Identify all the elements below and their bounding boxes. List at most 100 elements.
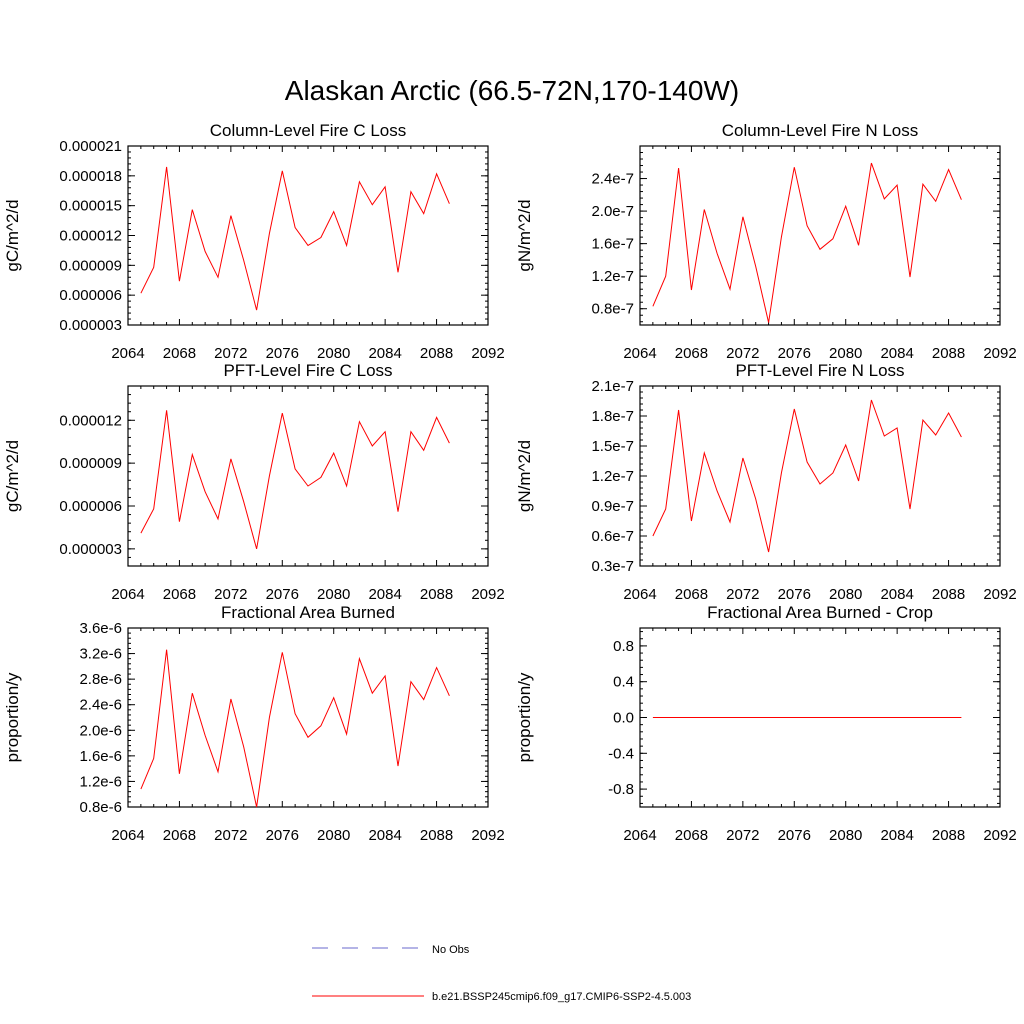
x-tick-label: 2064: [623, 345, 656, 362]
x-tick-label: 2084: [368, 827, 401, 844]
panel-title: Fractional Area Burned: [221, 603, 395, 622]
y-axis-label: proportion/y: [3, 672, 22, 762]
y-tick-label: 0.3e-7: [591, 558, 634, 575]
x-tick-label: 2076: [778, 586, 811, 603]
y-tick-label: 0.000012: [59, 412, 122, 429]
y-tick-label: 1.2e-7: [591, 268, 634, 285]
plot-frame: [127, 627, 489, 808]
series-line: [140, 649, 450, 808]
x-tick-label: 2068: [163, 345, 196, 362]
y-tick-label: 3.2e-6: [79, 646, 122, 663]
series-line: [652, 399, 962, 553]
x-tick-label: 2064: [111, 586, 144, 603]
x-tick-label: 2072: [726, 345, 759, 362]
y-tick-label: 2.8e-6: [79, 671, 122, 688]
y-tick-label: 0.000006: [59, 287, 122, 304]
panel-3: PFT-Level Fire C Loss 2064 2068 2072 2076 208…: [3, 361, 505, 603]
y-tick-label: 3.6e-6: [79, 620, 122, 637]
x-tick-label: 2076: [266, 345, 299, 362]
x-tick-label: 2072: [726, 586, 759, 603]
x-tick-label: 2084: [880, 827, 913, 844]
x-tick-label: 2080: [829, 586, 862, 603]
y-axis-label: gN/m^2/d: [515, 440, 534, 512]
x-tick-label: 2072: [214, 827, 247, 844]
y-tick-label: 1.2e-6: [79, 773, 122, 790]
x-tick-label: 2092: [983, 345, 1016, 362]
plot-frame: [639, 385, 1001, 567]
x-tick-label: 2072: [726, 827, 759, 844]
y-tick-label: 1.6e-7: [591, 236, 634, 253]
y-tick-label: 0.9e-7: [591, 498, 634, 515]
y-tick-label: 0.000021: [59, 138, 122, 155]
x-tick-label: 2064: [111, 827, 144, 844]
y-tick-label: 1.2e-7: [591, 468, 634, 485]
y-tick-label: 2.4e-7: [591, 171, 634, 188]
x-tick-label: 2068: [675, 827, 708, 844]
y-axis-label: proportion/y: [515, 672, 534, 762]
x-tick-label: 2072: [214, 586, 247, 603]
y-tick-label: -0.8: [608, 781, 634, 798]
panels: Column-Level Fire C Loss 2064 2068 2072 2076…: [3, 121, 1017, 844]
x-tick-label: 2080: [829, 827, 862, 844]
x-tick-label: 2088: [932, 827, 965, 844]
y-tick-label: 2.4e-6: [79, 697, 122, 714]
x-tick-label: 2064: [623, 586, 656, 603]
x-tick-label: 2088: [420, 586, 453, 603]
y-tick-label: 1.5e-7: [591, 438, 634, 455]
y-tick-label: 0.000009: [59, 257, 122, 274]
x-tick-label: 2092: [983, 586, 1016, 603]
x-tick-label: 2080: [317, 827, 350, 844]
y-tick-label: 0.000003: [59, 317, 122, 334]
y-tick-label: 0.000018: [59, 168, 122, 185]
y-tick-label: 1.6e-6: [79, 748, 122, 765]
panel-title: PFT-Level Fire N Loss: [735, 361, 904, 380]
series-line: [140, 410, 450, 550]
y-tick-label: 0.000006: [59, 498, 122, 515]
y-tick-label: -0.4: [608, 745, 634, 762]
x-tick-label: 2076: [266, 827, 299, 844]
x-tick-label: 2068: [675, 345, 708, 362]
panel-title: Column-Level Fire N Loss: [722, 121, 919, 140]
panel-title: PFT-Level Fire C Loss: [223, 361, 392, 380]
x-tick-label: 2092: [471, 827, 504, 844]
x-tick-label: 2088: [420, 827, 453, 844]
panel-5: Fractional Area Burned 2064 2068 2072 2076 20…: [3, 603, 505, 844]
y-tick-label: 0.8e-7: [591, 301, 634, 318]
legend-label-no-obs: No Obs: [432, 944, 470, 956]
x-tick-label: 2084: [880, 586, 913, 603]
x-tick-label: 2076: [266, 586, 299, 603]
x-tick-label: 2088: [420, 345, 453, 362]
x-tick-label: 2084: [368, 586, 401, 603]
x-tick-label: 2080: [317, 345, 350, 362]
figure-title: Alaskan Arctic (66.5-72N,170-140W): [285, 75, 739, 106]
x-tick-label: 2084: [368, 345, 401, 362]
x-tick-label: 2064: [111, 345, 144, 362]
panel-2: Column-Level Fire N Loss 2064 2068 2072 2076…: [515, 121, 1017, 362]
y-tick-label: 0.000009: [59, 455, 122, 472]
panel-title: Column-Level Fire C Loss: [210, 121, 407, 140]
y-axis-label: gN/m^2/d: [515, 199, 534, 271]
y-tick-label: 0.0: [613, 710, 634, 727]
x-tick-label: 2092: [471, 586, 504, 603]
x-tick-label: 2088: [932, 345, 965, 362]
y-tick-label: 0.4: [613, 674, 634, 691]
x-tick-label: 2072: [214, 345, 247, 362]
x-tick-label: 2084: [880, 345, 913, 362]
y-tick-label: 0.8e-6: [79, 799, 122, 816]
legend-label-model: b.e21.BSSP245cmip6.f09_g17.CMIP6-SSP2-4.…: [432, 991, 691, 1003]
plot-frame: [639, 145, 1001, 326]
y-tick-label: 0.000012: [59, 228, 122, 245]
x-tick-label: 2068: [675, 586, 708, 603]
y-tick-label: 2.1e-7: [591, 378, 634, 395]
panel-6: Fractional Area Burned - Crop 2064 2068 207…: [515, 603, 1017, 844]
x-tick-label: 2088: [932, 586, 965, 603]
plot-frame: [127, 385, 489, 567]
y-tick-label: 0.8: [613, 638, 634, 655]
panel-1: Column-Level Fire C Loss 2064 2068 2072 2076…: [3, 121, 505, 362]
x-tick-label: 2064: [623, 827, 656, 844]
y-tick-label: 0.000003: [59, 541, 122, 558]
x-tick-label: 2080: [317, 586, 350, 603]
x-tick-label: 2076: [778, 345, 811, 362]
y-tick-label: 0.000015: [59, 198, 122, 215]
